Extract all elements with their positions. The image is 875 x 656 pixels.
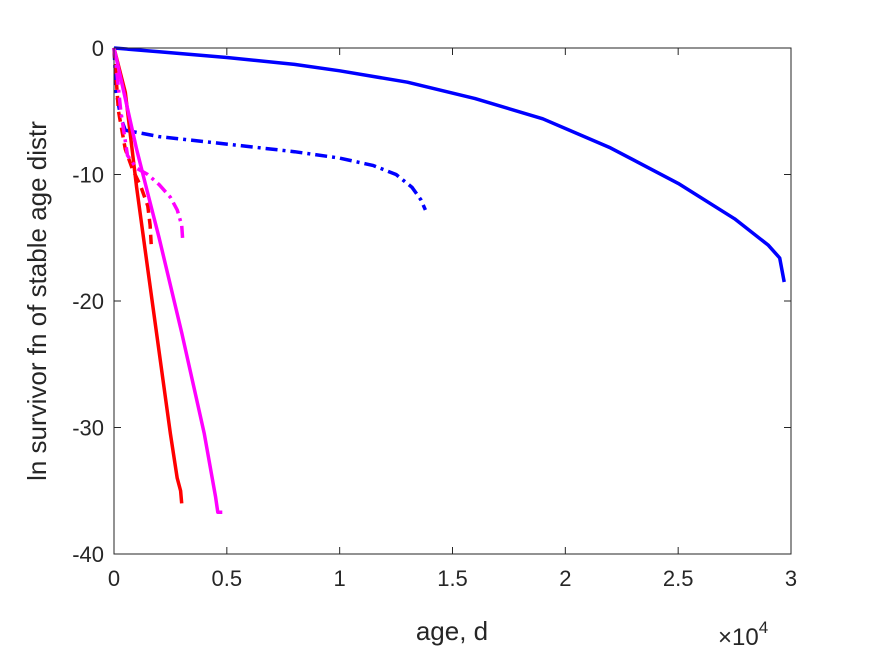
ticks-layer: 0 0.5 1 1.5 2 2.5 3 0 -10 -20 -30 -40 — [72, 36, 797, 591]
y-axis-label: ln survivor fn of stable age distr — [22, 121, 52, 481]
x-axis-label: age, d — [416, 616, 488, 646]
x-tick-label: 2 — [559, 566, 571, 591]
series-line-2 — [112, 47, 427, 211]
series-line-3 — [112, 47, 184, 504]
x-tick-label: 0.5 — [212, 566, 243, 591]
series-line-5 — [112, 47, 223, 515]
y-tick-label: -20 — [72, 289, 104, 314]
series-line-4 — [112, 47, 153, 245]
x-exponent-label: ×104 — [718, 618, 768, 651]
x-tick-label: 0 — [108, 566, 120, 591]
plot-area — [114, 48, 791, 554]
x-tick-label: 2.5 — [663, 566, 694, 591]
series-layer — [112, 46, 786, 515]
y-tick-label: 0 — [92, 36, 104, 61]
x-tick-label: 3 — [785, 566, 797, 591]
y-tick-label: -30 — [72, 416, 104, 441]
x-exponent-base: ×10 — [718, 624, 759, 651]
x-exponent-power: 4 — [759, 618, 768, 637]
series-line-6 — [112, 47, 185, 242]
y-tick-label: -40 — [72, 542, 104, 567]
y-tick-label: -10 — [72, 163, 104, 188]
series-line-1 — [113, 46, 786, 283]
x-tick-label: 1 — [334, 566, 346, 591]
x-tick-label: 1.5 — [437, 566, 468, 591]
